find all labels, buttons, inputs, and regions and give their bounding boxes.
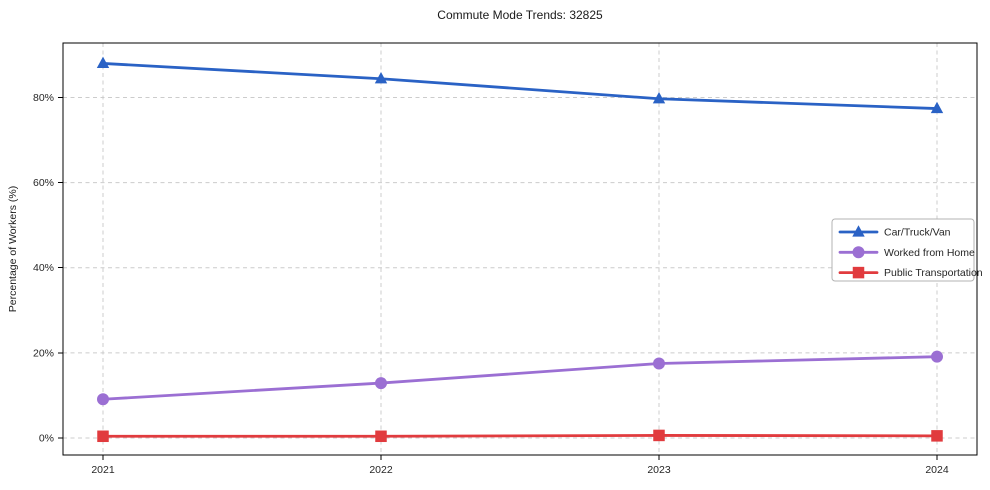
series-line xyxy=(101,62,939,110)
legend-box xyxy=(831,218,975,282)
x-tick-label: 2021 xyxy=(91,464,115,476)
legend-label: Worked from Home xyxy=(884,247,975,259)
data-point-marker xyxy=(653,429,665,442)
x-tick-label: 2022 xyxy=(369,464,393,476)
axes-frame xyxy=(62,42,978,456)
y-tick-label: 40% xyxy=(33,262,54,274)
legend-marker xyxy=(852,266,865,279)
data-point-marker xyxy=(375,430,387,443)
series-line xyxy=(101,434,939,438)
x-tick-label: 2024 xyxy=(925,464,949,476)
data-point-marker xyxy=(97,393,109,406)
data-point-marker xyxy=(97,430,109,443)
data-point-marker xyxy=(375,377,387,390)
data-point-marker xyxy=(96,56,110,69)
data-point-marker xyxy=(931,350,943,363)
chart-title: Commute Mode Trends: 32825 xyxy=(437,8,603,22)
legend-marker xyxy=(852,225,865,237)
x-tick-label: 2023 xyxy=(647,464,671,476)
legend-marker xyxy=(852,246,865,259)
y-tick-label: 0% xyxy=(39,432,54,444)
series-line xyxy=(101,355,939,401)
y-tick-label: 20% xyxy=(33,347,54,359)
data-point-marker xyxy=(930,101,944,114)
data-point-marker xyxy=(652,91,666,104)
data-point-marker xyxy=(374,71,388,84)
legend-label: Public Transportation xyxy=(884,267,983,279)
y-tick-label: 60% xyxy=(33,177,54,189)
legend-label: Car/Truck/Van xyxy=(884,227,951,239)
data-point-marker xyxy=(931,430,943,442)
data-point-marker xyxy=(653,357,665,370)
y-tick-label: 80% xyxy=(33,92,54,104)
